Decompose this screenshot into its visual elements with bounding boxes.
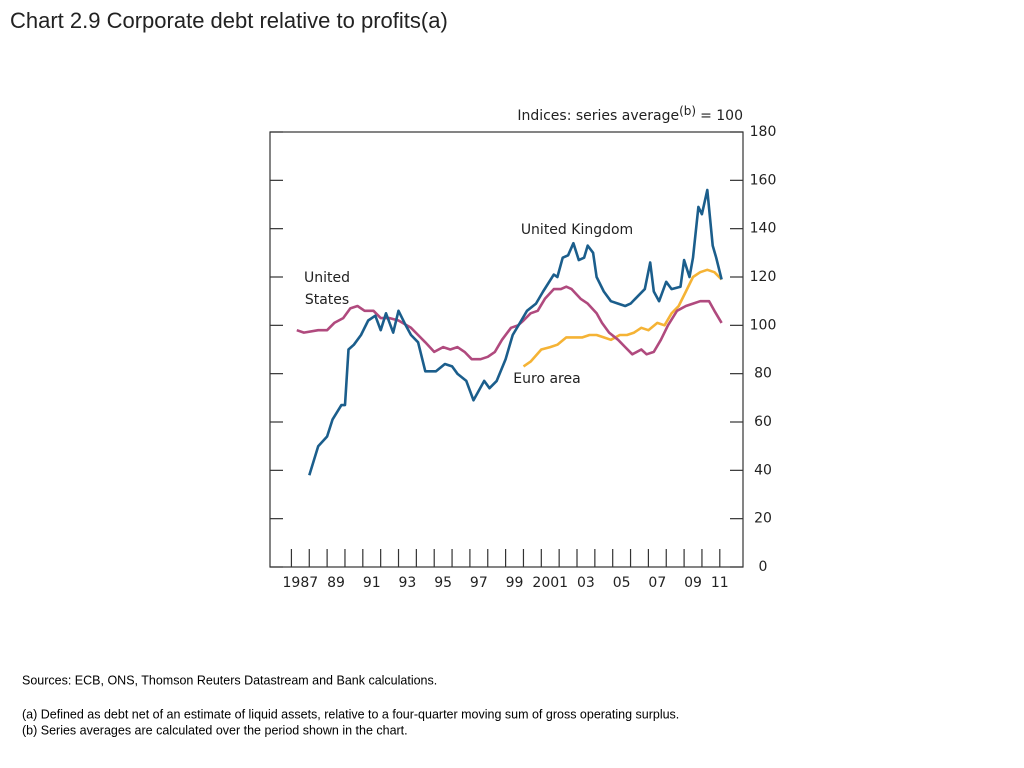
x-tick-label: 97 — [470, 575, 488, 591]
series-label: United Kingdom — [521, 222, 633, 238]
plot-frame — [269, 131, 744, 568]
y-tick-label: 180 — [750, 124, 777, 140]
series-line — [522, 268, 723, 368]
y-label-suffix: = 100 — [700, 108, 743, 124]
y-tick-label: 100 — [750, 317, 777, 333]
footnote: (a) Defined as debt net of an estimate o… — [22, 707, 679, 721]
sources: Sources: ECB, ONS, Thomson Reuters Datas… — [22, 673, 437, 687]
chart-title: Chart 2.9 Corporate debt relative to pro… — [10, 8, 448, 33]
x-tick-label: 1987 — [283, 575, 319, 591]
x-tick-label: 07 — [648, 575, 666, 591]
y-tick-label: 120 — [750, 269, 777, 285]
x-tick-label: 99 — [506, 575, 524, 591]
x-tick-label: 95 — [434, 575, 452, 591]
y-tick-label: 60 — [754, 414, 772, 430]
footnote: (b) Series averages are calculated over … — [22, 723, 408, 737]
x-tick-label: 11 — [711, 575, 729, 591]
x-tick-label: 03 — [577, 575, 595, 591]
series-label: United States — [304, 270, 350, 308]
y-tick-label: 0 — [759, 559, 768, 575]
y-tick-label: 40 — [754, 462, 772, 478]
y-label-note: (b) — [679, 104, 696, 118]
x-tick-label: 91 — [363, 575, 381, 591]
y-tick-label: 80 — [754, 366, 772, 382]
x-tick-label: 93 — [399, 575, 417, 591]
series-line — [308, 188, 723, 476]
series-label: Euro area — [513, 371, 580, 387]
y-tick-label: 140 — [750, 221, 777, 237]
x-tick-label: 89 — [327, 575, 345, 591]
y-tick-label: 20 — [754, 511, 772, 527]
y-tick-label: 160 — [750, 172, 777, 188]
x-tick-label: 2001 — [532, 575, 568, 591]
y-label-text: Indices: series average — [517, 108, 679, 124]
x-tick-label: 05 — [613, 575, 631, 591]
x-tick-label: 09 — [684, 575, 702, 591]
y-axis-label: Indices: series average(b) = 100 — [517, 104, 743, 125]
